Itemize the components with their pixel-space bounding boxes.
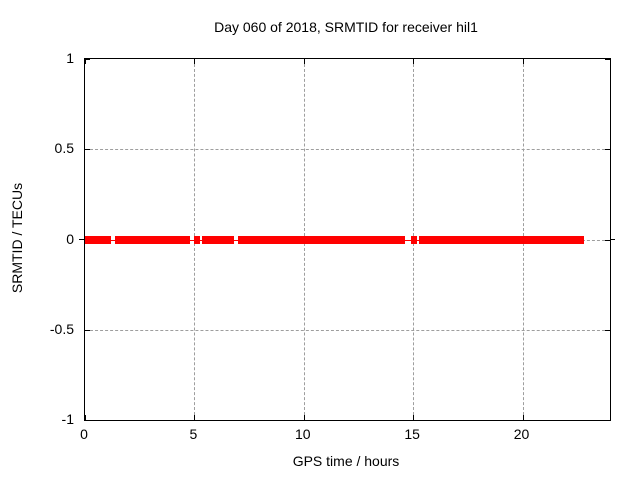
gridline-horizontal — [85, 149, 610, 151]
data-series-segment — [237, 235, 406, 244]
y-tick-mark-right — [605, 420, 610, 421]
x-tick-label: 5 — [189, 426, 198, 442]
data-series-segment — [114, 235, 191, 244]
x-tick-mark-bottom — [522, 415, 524, 420]
y-tick-label: 0 — [66, 230, 74, 247]
x-tick-label: 0 — [80, 426, 88, 442]
chart-title: Day 060 of 2018, SRMTID for receiver hil… — [214, 19, 478, 35]
x-axis-label: GPS time / hours — [292, 453, 400, 469]
data-series-gap-connector — [233, 239, 238, 241]
x-tick-mark-bottom — [194, 415, 196, 420]
data-series-gap-connector — [110, 239, 115, 241]
x-tick-mark-top — [413, 59, 415, 64]
data-series-segment — [85, 235, 111, 244]
x-tick-mark-top — [522, 59, 524, 64]
y-tick-label: -1 — [61, 411, 74, 427]
x-tick-label: 10 — [294, 426, 311, 442]
y-tick-mark-left — [85, 420, 90, 421]
data-series-gap-connector — [190, 239, 194, 241]
data-series-segment — [193, 235, 201, 244]
x-tick-mark-top — [85, 59, 86, 64]
x-tick-label: 15 — [404, 426, 420, 442]
x-tick-mark-bottom — [303, 415, 305, 420]
plot-area — [84, 58, 611, 421]
y-zero-outer-tick-right — [610, 238, 615, 240]
gridline-horizontal — [85, 329, 610, 331]
y-tick-label: -0.5 — [49, 320, 74, 337]
y-tick-label: 0.5 — [54, 140, 74, 157]
y-tick-mark-right — [605, 59, 610, 60]
data-series-segment — [202, 235, 234, 244]
y-tick-mark-left — [85, 149, 90, 151]
y-tick-mark-left — [85, 329, 90, 331]
x-tick-mark-top — [194, 59, 196, 64]
y-axis-label: SRMTID / TECUs — [9, 182, 25, 294]
y-tick-mark-right — [605, 149, 610, 151]
x-tick-label: 20 — [513, 426, 530, 442]
data-series-segment — [410, 235, 418, 244]
data-series-segment — [419, 235, 584, 244]
y-tick-label: 1 — [66, 50, 74, 66]
y-tick-mark-right — [605, 329, 610, 331]
y-zero-outer-tick-left — [79, 238, 84, 240]
x-tick-mark-top — [303, 59, 305, 64]
data-series-gap-connector — [405, 239, 411, 241]
x-tick-mark-bottom — [413, 415, 415, 420]
data-series-gap-connector — [417, 239, 420, 241]
y-tick-mark-right — [605, 239, 610, 241]
y-tick-mark-left — [85, 59, 90, 60]
x-tick-mark-bottom — [85, 415, 86, 420]
data-series-gap-connector — [200, 239, 203, 241]
